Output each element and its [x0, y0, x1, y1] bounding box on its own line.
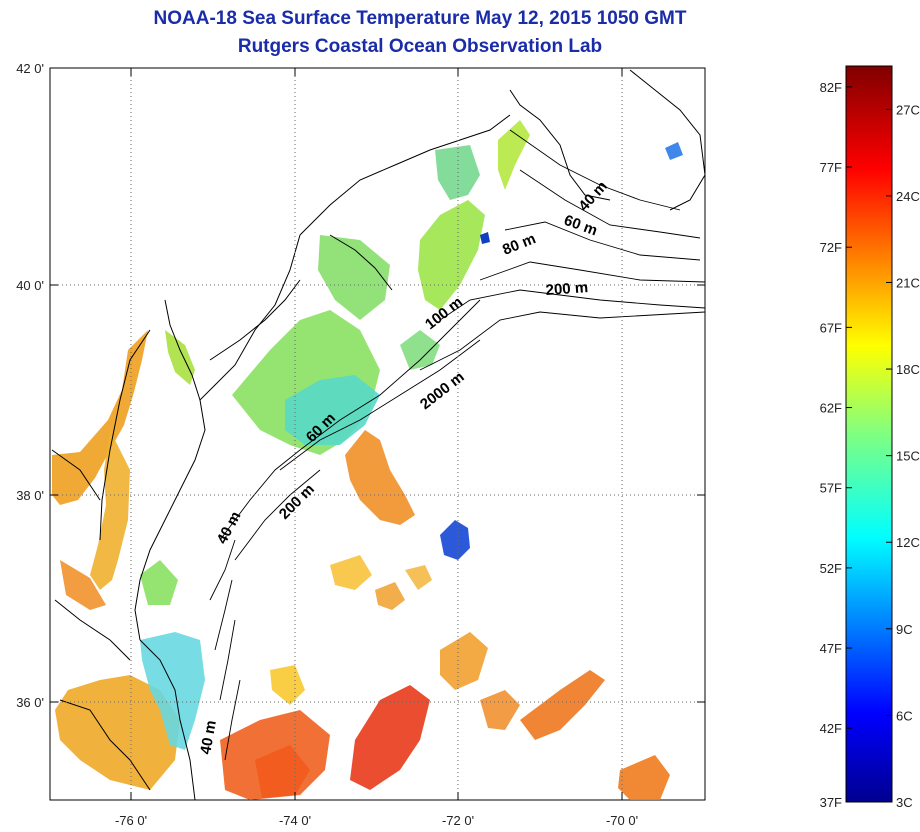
lon-label-76: -76 0': [115, 813, 147, 828]
colorbar-f-label: 62F: [820, 401, 842, 416]
colorbar-f-label: 77F: [820, 160, 842, 175]
bathymetry-contours: [209, 129, 705, 761]
colorbar-f-label: 57F: [820, 481, 842, 496]
contour-label-200m-north: 200 m: [545, 279, 589, 299]
lat-label-40: 40 0': [16, 278, 44, 293]
colorbar-c-label: 21C: [896, 275, 920, 290]
colorbar-f-label: 67F: [820, 320, 842, 335]
frame-ticks: [50, 68, 705, 800]
colorbar-f-label: 42F: [820, 721, 842, 736]
colorbar-c-label: 12C: [896, 535, 920, 550]
colorbar-f-label: 52F: [820, 561, 842, 576]
colorbar-f-label: 47F: [820, 641, 842, 656]
colorbar-gradient: [845, 65, 893, 803]
colorbar-c-label: 15C: [896, 449, 920, 464]
colorbar-c-label: 18C: [896, 362, 920, 377]
contour-label-40m-south: 40 m: [197, 719, 220, 756]
map-title: NOAA-18 Sea Surface Temperature May 12, …: [153, 8, 687, 29]
lon-label-72: -72 0': [442, 813, 474, 828]
colorbar-c-label: 9C: [896, 622, 913, 637]
lon-label-70: -70 0': [606, 813, 638, 828]
lat-label-38: 38 0': [16, 488, 44, 503]
colorbar-f-label: 72F: [820, 240, 842, 255]
colorbar-f-label: 37F: [820, 795, 842, 810]
colorbar-c-label: 3C: [896, 795, 913, 810]
lat-label-42: 42 0': [16, 61, 44, 76]
colorbar-c-label: 27C: [896, 102, 920, 117]
lat-label-36: 36 0': [16, 695, 44, 710]
sst-patches: [52, 120, 683, 800]
colorbar-f-label: 82F: [820, 80, 842, 95]
colorbar-c-label: 24C: [896, 189, 920, 204]
lon-label-74: -74 0': [279, 813, 311, 828]
coastline: [51, 69, 705, 800]
colorbar: 82F 77F 72F 67F 62F 57F 52F 47F 42F 37F 27C 24C 21C…: [820, 65, 920, 810]
colorbar-c-label: 6C: [896, 708, 913, 723]
map-subtitle: Rutgers Coastal Ocean Observation Lab: [237, 36, 603, 57]
